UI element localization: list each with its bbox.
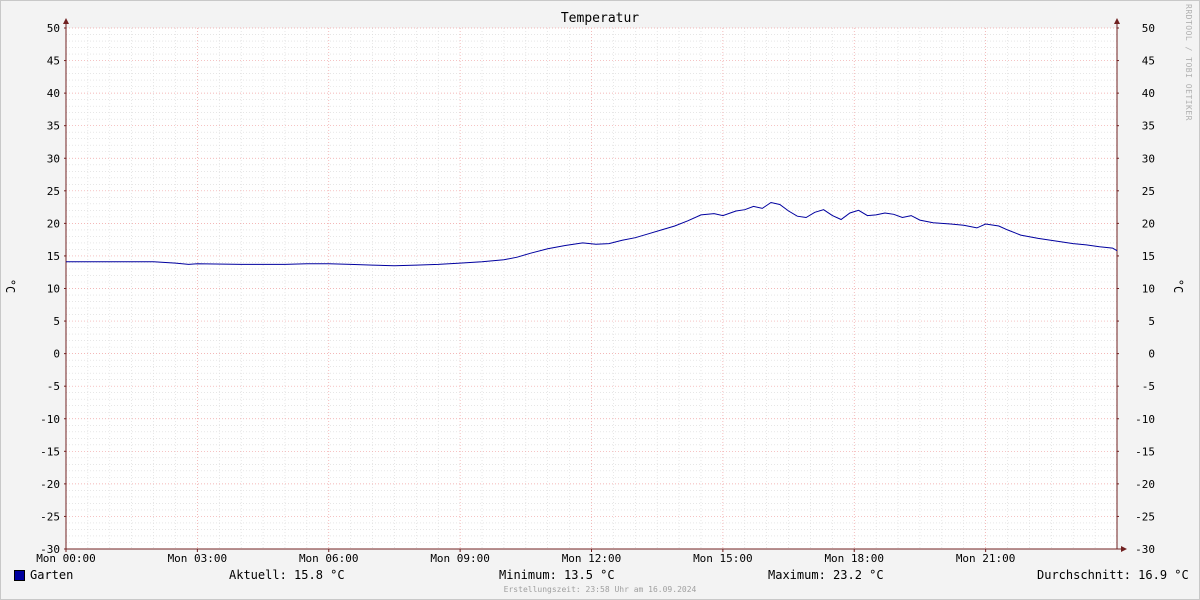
y-tick-label-left: -30 bbox=[40, 543, 60, 556]
y-tick-label-right: 50 bbox=[1142, 22, 1155, 35]
y-axis-arrow-left bbox=[63, 18, 69, 24]
y-tick-label-right: -30 bbox=[1135, 543, 1155, 556]
x-tick-label: Mon 12:00 bbox=[562, 552, 622, 565]
y-axis-label-right: °C bbox=[1171, 278, 1185, 294]
y-tick-label-right: 40 bbox=[1142, 87, 1155, 100]
x-tick-label: Mon 18:00 bbox=[824, 552, 884, 565]
y-tick-label-right: 20 bbox=[1142, 217, 1155, 230]
rrdtool-watermark: RRDTOOL / TOBI OETIKER bbox=[1184, 4, 1193, 121]
x-axis-arrow bbox=[1121, 546, 1127, 552]
legend-swatch bbox=[14, 570, 25, 581]
y-tick-label-left: 0 bbox=[53, 348, 60, 361]
legend-series-name: Garten bbox=[30, 568, 74, 582]
y-tick-label-left: -25 bbox=[40, 510, 60, 523]
y-tick-label-left: 5 bbox=[53, 315, 60, 328]
y-tick-label-left: 25 bbox=[47, 185, 60, 198]
y-tick-label-right: 45 bbox=[1142, 55, 1155, 68]
y-tick-label-left: 50 bbox=[47, 22, 60, 35]
y-tick-label-right: 30 bbox=[1142, 152, 1155, 165]
y-tick-label-left: 40 bbox=[47, 87, 60, 100]
y-tick-label-right: -15 bbox=[1135, 445, 1155, 458]
x-tick-label: Mon 03:00 bbox=[168, 552, 228, 565]
y-tick-label-left: 30 bbox=[47, 152, 60, 165]
x-tick-label: Mon 00:00 bbox=[36, 552, 96, 565]
y-tick-label-right: -25 bbox=[1135, 510, 1155, 523]
x-tick-label: Mon 09:00 bbox=[430, 552, 490, 565]
series-line-garten bbox=[66, 201, 1118, 267]
y-tick-label-left: -5 bbox=[47, 380, 60, 393]
x-tick-label: Mon 06:00 bbox=[299, 552, 359, 565]
chart-title: Temperatur bbox=[560, 11, 640, 26]
y-tick-label-right: 0 bbox=[1148, 348, 1155, 361]
y-tick-label-right: 35 bbox=[1142, 120, 1155, 133]
legend: Garten Aktuell: 15.8 °C Minimum: 13.5 °C… bbox=[0, 568, 1200, 584]
legend-average: Durchschnitt: 16.9 °C bbox=[1037, 568, 1189, 582]
y-tick-label-right: 25 bbox=[1142, 185, 1155, 198]
y-tick-label-left: -20 bbox=[40, 478, 60, 491]
creation-timestamp: Erstellungszeit: 23:58 Uhr am 16.09.2024 bbox=[503, 585, 697, 594]
y-tick-label-left: 35 bbox=[47, 120, 60, 133]
y-tick-label-right: 10 bbox=[1142, 283, 1155, 296]
y-tick-label-left: -10 bbox=[40, 413, 60, 426]
legend-minimum: Minimum: 13.5 °C bbox=[499, 568, 615, 582]
y-tick-label-right: -5 bbox=[1142, 380, 1155, 393]
y-tick-label-left: 15 bbox=[47, 250, 60, 263]
y-tick-label-left: -15 bbox=[40, 445, 60, 458]
y-tick-label-right: -10 bbox=[1135, 413, 1155, 426]
legend-maximum: Maximum: 23.2 °C bbox=[768, 568, 884, 582]
y-tick-label-right: -20 bbox=[1135, 478, 1155, 491]
y-axis-label-left: °C bbox=[3, 278, 17, 294]
y-tick-label-left: 10 bbox=[47, 283, 60, 296]
y-tick-label-left: 20 bbox=[47, 217, 60, 230]
x-tick-label: Mon 15:00 bbox=[693, 552, 753, 565]
x-tick-label: Mon 21:00 bbox=[956, 552, 1016, 565]
legend-current: Aktuell: 15.8 °C bbox=[229, 568, 345, 582]
y-tick-label-left: 45 bbox=[47, 55, 60, 68]
y-axis-arrow-right bbox=[1114, 18, 1120, 24]
y-tick-label-right: 15 bbox=[1142, 250, 1155, 263]
y-tick-label-right: 5 bbox=[1148, 315, 1155, 328]
